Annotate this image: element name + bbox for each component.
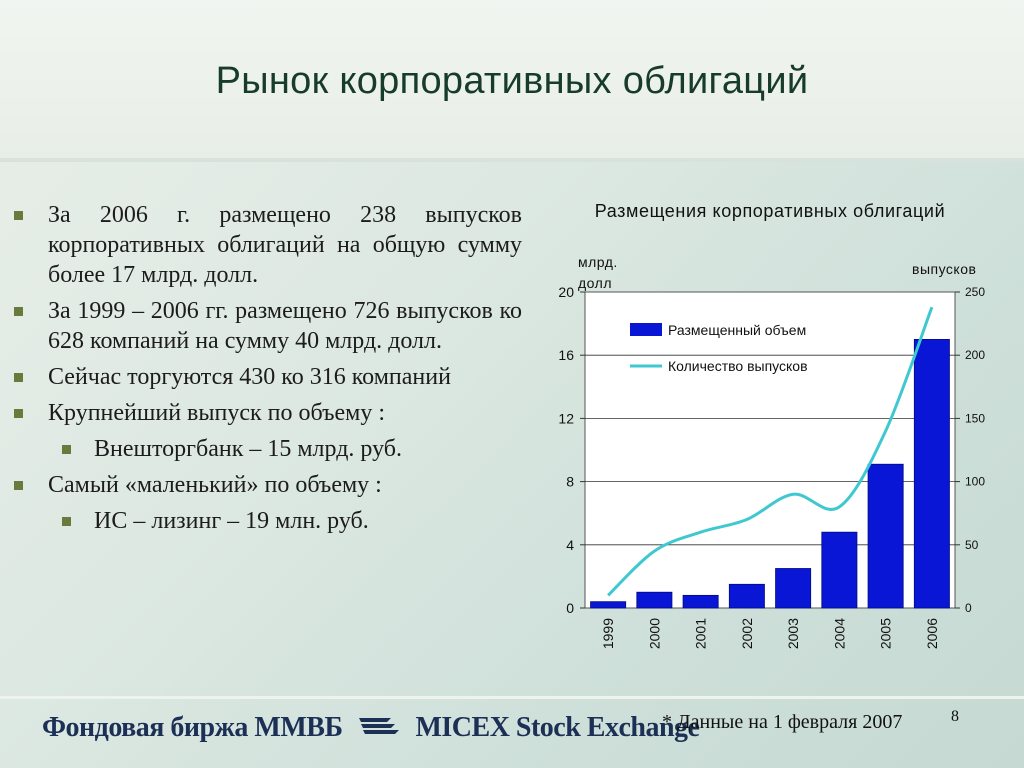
bullet-text: За 2006 г. размещено 238 выпусков корпор… <box>48 202 522 288</box>
right-tick-label: 200 <box>965 348 985 362</box>
legend-label: Размещенный объем <box>668 322 806 338</box>
bullet-item: За 2006 г. размещено 238 выпусков корпор… <box>12 200 522 290</box>
bullet-text: Крупнейший выпуск по объему : <box>48 400 386 426</box>
square-bullet-icon <box>14 409 23 418</box>
left-tick-label: 4 <box>566 537 574 553</box>
bullet-item: Самый «маленький» по объему : <box>12 470 522 500</box>
left-tick-label: 8 <box>566 474 574 490</box>
bar <box>590 601 627 609</box>
category-tick-label: 2004 <box>831 618 847 649</box>
bar <box>775 568 812 609</box>
square-bullet-icon <box>62 445 71 454</box>
bar <box>682 594 719 609</box>
chart-title: Размещения корпоративных облигаций <box>594 201 946 221</box>
square-bullet-icon <box>62 517 71 526</box>
legend-label: Количество выпусков <box>668 358 808 374</box>
left-tick-label: 16 <box>558 347 574 363</box>
slide-title: Рынок корпоративных облигаций <box>215 60 809 102</box>
brand-name-ru: Фондовая биржа ММВБ <box>42 712 343 743</box>
sub-bullet-text: ИС – лизинг – 19 млн. руб. <box>94 508 369 534</box>
bullet-text: Самый «маленький» по объему : <box>48 472 382 498</box>
right-tick-label: 250 <box>965 285 985 299</box>
page-number: 8 <box>951 708 959 725</box>
category-tick-label: 1999 <box>600 618 616 649</box>
left-tick-label: 0 <box>566 600 574 616</box>
bullet-item: За 1999 – 2006 гг. размещено 726 выпуско… <box>12 296 522 356</box>
exchange-brand: Фондовая биржа ММВБ MICEX Stock Exchange <box>42 712 700 746</box>
square-bullet-icon <box>14 307 23 316</box>
bar <box>636 591 673 609</box>
bullet-item: Крупнейший выпуск по объему : <box>12 398 522 428</box>
left-axis-label: млрд. долл <box>578 254 618 291</box>
right-tick-label: 100 <box>965 475 985 489</box>
category-tick-label: 2001 <box>693 618 709 649</box>
bullet-item: Сейчас торгуются 430 ко 316 компаний <box>12 362 522 392</box>
bar <box>867 463 904 609</box>
bullet-list: За 2006 г. размещено 238 выпусков корпор… <box>12 200 522 542</box>
category-tick-label: 2000 <box>646 618 662 649</box>
square-bullet-icon <box>14 373 23 382</box>
series-line <box>607 306 934 597</box>
legend-swatch-bar <box>630 323 662 336</box>
right-axis-label: выпусков <box>912 261 977 277</box>
bar <box>821 531 858 609</box>
square-bullet-icon <box>14 211 23 220</box>
right-tick-label: 150 <box>965 411 985 425</box>
left-tick-label: 20 <box>558 284 574 300</box>
square-bullet-icon <box>14 481 23 490</box>
sub-bullet-item: Внешторгбанк – 15 млрд. руб. <box>12 434 522 464</box>
sub-bullet-text: Внешторгбанк – 15 млрд. руб. <box>94 436 403 462</box>
left-tick-label: 12 <box>558 410 574 426</box>
footer-divider <box>0 696 1024 699</box>
bar <box>728 583 765 609</box>
category-tick-label: 2005 <box>878 618 894 649</box>
bullet-text: Сейчас торгуются 430 ко 316 компаний <box>48 364 451 390</box>
brand-name-en: MICEX Stock Exchange <box>415 712 700 743</box>
sub-bullet-item: ИС – лизинг – 19 млн. руб. <box>12 506 522 536</box>
category-tick-label: 2006 <box>924 618 940 649</box>
title-bar <box>0 0 1024 162</box>
category-tick-label: 2003 <box>785 618 801 649</box>
micex-logo-icon <box>357 714 401 746</box>
right-tick-label: 0 <box>965 601 972 615</box>
bar <box>913 338 950 609</box>
category-tick-label: 2002 <box>739 618 755 649</box>
footnote: * Данные на 1 февраля 2007 <box>662 711 903 733</box>
right-tick-label: 50 <box>965 538 979 552</box>
bullet-text: За 1999 – 2006 гг. размещено 726 выпуско… <box>48 298 522 354</box>
